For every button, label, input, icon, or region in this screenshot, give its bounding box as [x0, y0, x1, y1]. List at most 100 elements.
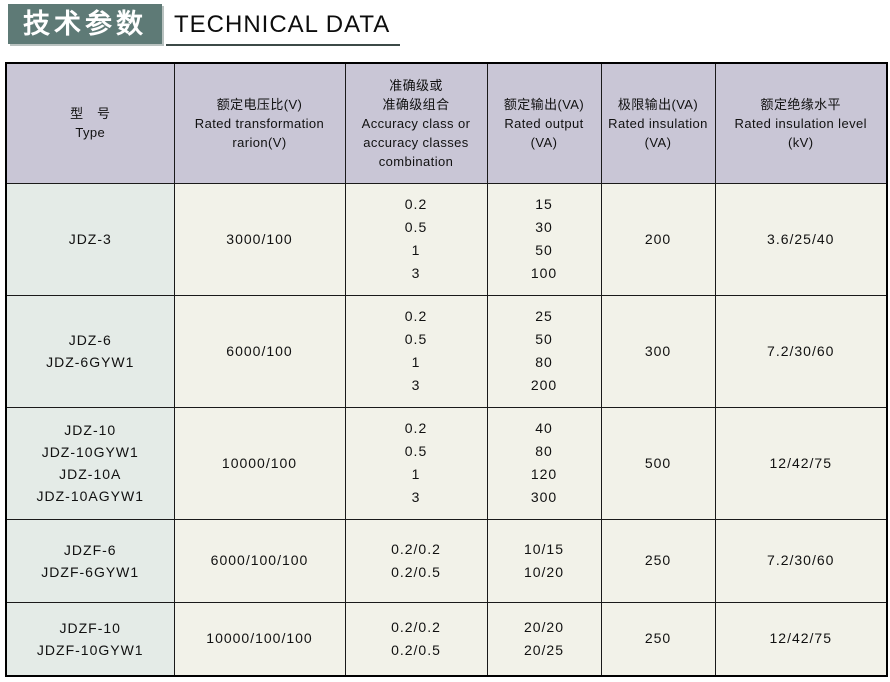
- cell-line: JDZ-10A: [59, 466, 122, 482]
- cell-line: Type: [75, 125, 106, 141]
- table-row: JDZ-10 JDZ-10GYW1 JDZ-10A JDZ-10AGYW1 10000…: [5, 406, 888, 520]
- rated-output-cell: 10/15 10/20: [486, 518, 602, 603]
- table-row: JDZ-6 JDZ-6GYW1 6000/100 0.2 0.5 1 3 25 50 80 2…: [5, 294, 888, 408]
- header-rated-insulation-level: 额定绝缘水平 Rated insulation level (kV): [714, 62, 888, 184]
- cell-line: 3: [411, 489, 421, 505]
- cell-line: 50: [535, 242, 553, 258]
- cell-line: (kV): [788, 134, 814, 150]
- page-title-zh: 技术参数: [23, 8, 147, 39]
- voltage-ratio-cell: 10000/100/100: [173, 601, 346, 677]
- cell-line: 极限输出(VA): [617, 96, 699, 112]
- header-rated-output: 额定输出(VA) Rated output (VA): [486, 62, 602, 184]
- type-cell: JDZ-3: [5, 182, 175, 296]
- cell-line: 3: [411, 265, 421, 281]
- cell-line: 20/25: [523, 641, 565, 658]
- cell-line: 100: [530, 265, 558, 281]
- cell-line: JDZ-3: [68, 231, 112, 247]
- cell-line: 40: [535, 420, 553, 436]
- limit-output-cell: 200: [600, 182, 716, 296]
- voltage-ratio-cell: 6000/100: [173, 294, 346, 408]
- header-type: 型 号 Type: [5, 62, 175, 184]
- cell-line: 25: [535, 308, 553, 324]
- cell-line: 30: [535, 219, 553, 235]
- cell-line: combination: [378, 153, 454, 169]
- cell-line: 80: [535, 354, 553, 370]
- limit-output-cell: 250: [600, 601, 716, 677]
- insulation-level-cell: 12/42/75: [714, 406, 888, 520]
- cell-line: 0.2: [404, 308, 428, 324]
- accuracy-class-cell: 0.2 0.5 1 3: [344, 406, 488, 520]
- cell-line: JDZF-10GYW1: [36, 641, 144, 658]
- voltage-ratio-cell: 10000/100: [173, 406, 346, 520]
- accuracy-class-cell: 0.2/0.2 0.2/0.5: [344, 601, 488, 677]
- cell-line: 0.2/0.2: [391, 618, 441, 635]
- cell-line: JDZF-10: [59, 619, 121, 636]
- cell-line: 10/15: [523, 540, 565, 557]
- cell-line: Rated insulation: [608, 115, 708, 131]
- cell-line: JDZ-10AGYW1: [36, 488, 144, 504]
- cell-line: 300: [530, 489, 558, 505]
- voltage-ratio-cell: 6000/100/100: [173, 518, 346, 603]
- cell-line: 80: [535, 443, 553, 459]
- cell-line: 1: [411, 242, 421, 258]
- title-zh-box: 技术参数: [8, 4, 162, 44]
- cell-line: JDZ-10: [64, 422, 117, 438]
- cell-line: 型 号: [70, 106, 111, 122]
- cell-line: 准确级或: [389, 77, 443, 93]
- rated-output-cell: 25 50 80 200: [486, 294, 602, 408]
- type-cell: JDZ-10 JDZ-10GYW1 JDZ-10A JDZ-10AGYW1: [5, 406, 175, 520]
- cell-line: 50: [535, 331, 553, 347]
- cell-line: JDZ-6: [68, 332, 112, 348]
- cell-line: (VA): [530, 134, 558, 150]
- table-row: JDZ-3 3000/100 0.2 0.5 1 3 15 30 50 100 200 3.…: [5, 182, 888, 296]
- rated-output-cell: 40 80 120 300: [486, 406, 602, 520]
- cell-line: 0.5: [404, 219, 428, 235]
- cell-line: 10/20: [523, 563, 565, 580]
- accuracy-class-cell: 0.2/0.2 0.2/0.5: [344, 518, 488, 603]
- cell-line: 额定电压比(V): [216, 96, 303, 112]
- cell-line: 1: [411, 466, 421, 482]
- limit-output-cell: 500: [600, 406, 716, 520]
- cell-line: Rated transformation: [194, 115, 325, 131]
- cell-line: rarion(V): [232, 134, 287, 150]
- cell-line: 准确级组合: [382, 96, 450, 112]
- rated-output-cell: 20/20 20/25: [486, 601, 602, 677]
- accuracy-class-cell: 0.2 0.5 1 3: [344, 294, 488, 408]
- cell-line: 0.2/0.5: [391, 641, 441, 658]
- voltage-ratio-cell: 3000/100: [173, 182, 346, 296]
- table-header-row: 型 号 Type 额定电压比(V) Rated transformation rari…: [5, 62, 888, 184]
- type-cell: JDZF-10 JDZF-10GYW1: [5, 601, 175, 677]
- header-accuracy-class: 准确级或 准确级组合 Accuracy class or accuracy class…: [344, 62, 488, 184]
- cell-line: JDZF-6: [63, 541, 117, 558]
- cell-line: 3: [411, 377, 421, 393]
- cell-line: accuracy classes: [363, 134, 469, 150]
- cell-line: 200: [530, 377, 558, 393]
- page-title-en: TECHNICAL DATA: [166, 6, 401, 46]
- technical-data-table: 型 号 Type 额定电压比(V) Rated transformation rari…: [5, 62, 888, 677]
- cell-line: 0.2/0.2: [391, 540, 441, 557]
- cell-line: 15: [535, 196, 553, 212]
- insulation-level-cell: 12/42/75: [714, 601, 888, 677]
- limit-output-cell: 250: [600, 518, 716, 603]
- cell-line: Rated insulation level: [734, 115, 867, 131]
- table-row: JDZF-10 JDZF-10GYW1 10000/100/100 0.2/0.2…: [5, 601, 888, 677]
- insulation-level-cell: 7.2/30/60: [714, 518, 888, 603]
- cell-line: 0.5: [404, 443, 428, 459]
- type-cell: JDZF-6 JDZF-6GYW1: [5, 518, 175, 603]
- cell-line: 0.2: [404, 196, 428, 212]
- cell-line: 20/20: [523, 618, 565, 635]
- cell-line: 120: [530, 466, 558, 482]
- cell-line: 0.2: [404, 420, 428, 436]
- cell-line: Rated output: [504, 115, 584, 131]
- cell-line: JDZ-6GYW1: [46, 354, 135, 370]
- header-rated-transformation-ratio: 额定电压比(V) Rated transformation rarion(V): [173, 62, 346, 184]
- table-row: JDZF-6 JDZF-6GYW1 6000/100/100 0.2/0.2 0.2…: [5, 518, 888, 603]
- cell-line: 0.2/0.5: [391, 563, 441, 580]
- cell-line: 额定输出(VA): [503, 96, 585, 112]
- limit-output-cell: 300: [600, 294, 716, 408]
- rated-output-cell: 15 30 50 100: [486, 182, 602, 296]
- type-cell: JDZ-6 JDZ-6GYW1: [5, 294, 175, 408]
- header-limit-output: 极限输出(VA) Rated insulation (VA): [600, 62, 716, 184]
- accuracy-class-cell: 0.2 0.5 1 3: [344, 182, 488, 296]
